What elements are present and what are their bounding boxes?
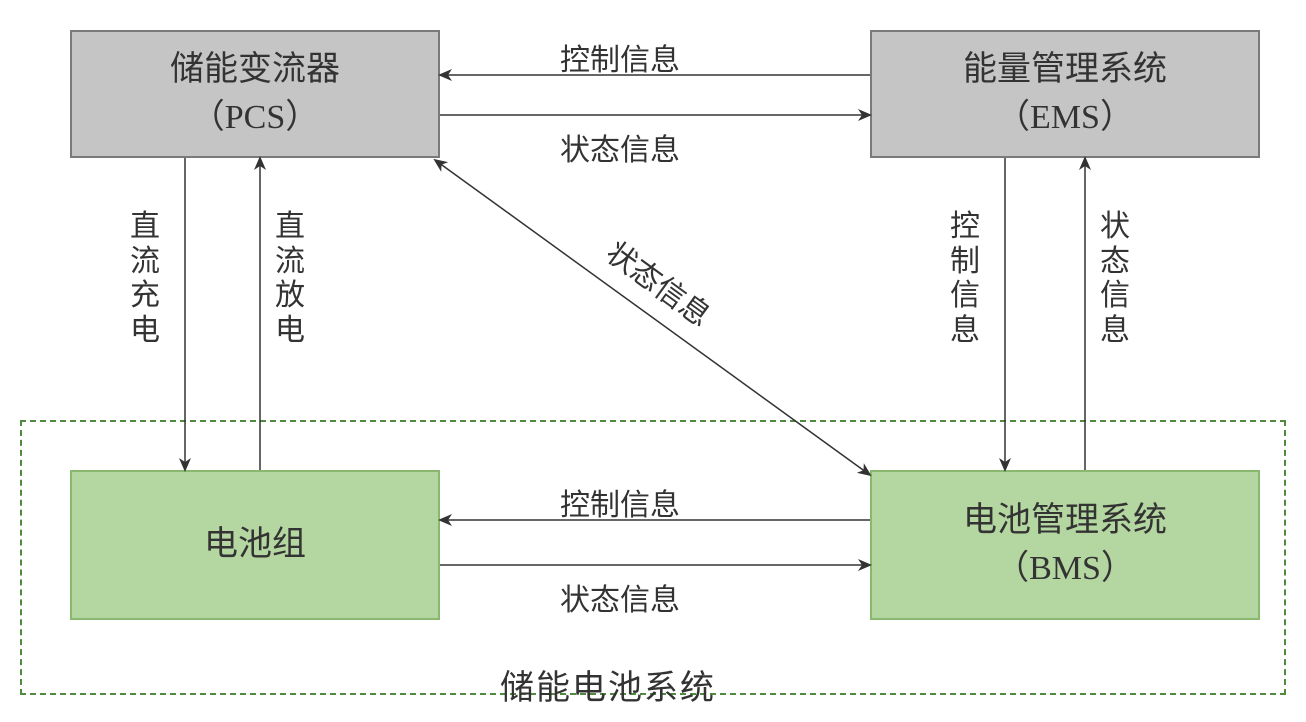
node-pcs: 储能变流器 （PCS） [70,30,440,158]
node-battery-line1: 电池组 [204,521,306,569]
battery-system-group-label: 储能电池系统 [500,660,716,709]
edge-label-control-ems-bms: 控制信息 [950,210,980,348]
node-pcs-line1: 储能变流器 [170,46,340,94]
edge-label-status-pcs-ems: 状态信息 [560,125,680,169]
node-ems-line2: （EMS） [996,94,1134,142]
node-battery: 电池组 [70,470,440,620]
edge-label-dc-charge: 直流充电 [130,210,160,348]
edge-label-dc-discharge: 直流放电 [275,210,305,348]
edge-label-control-pcs-ems: 控制信息 [560,35,680,79]
energy-storage-diagram: 储能电池系统 储能变流器 （PCS） 能量管理系统 （EMS） 电池组 电池管理… [0,0,1306,722]
node-bms: 电池管理系统 （BMS） [870,470,1260,620]
node-ems: 能量管理系统 （EMS） [870,30,1260,158]
node-bms-line1: 电池管理系统 [963,497,1167,545]
node-bms-line2: （BMS） [995,545,1135,593]
edge-label-status-ems-bms: 状态信息 [1100,210,1130,348]
edge-label-status-pcs-bms: 状态信息 [599,229,722,335]
edge-label-control-battery-bms: 控制信息 [560,480,680,524]
edge-label-status-battery-bms: 状态信息 [560,575,680,619]
node-pcs-line2: （PCS） [191,94,320,142]
node-ems-line1: 能量管理系统 [963,46,1167,94]
